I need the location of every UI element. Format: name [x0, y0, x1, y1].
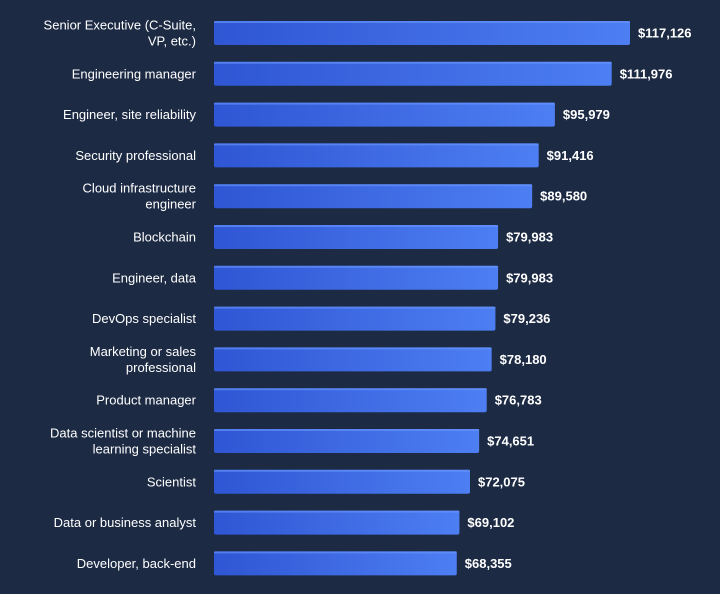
- bar-10: [214, 429, 480, 453]
- bar-highlight-0: [214, 21, 630, 23]
- category-label-3: Security professional: [75, 148, 196, 163]
- bar-highlight-9: [214, 388, 487, 391]
- category-label-1: Engineering manager: [72, 66, 197, 81]
- value-label-7: $79,236: [503, 311, 550, 326]
- category-label-12: Data or business analyst: [54, 515, 197, 530]
- bar-13: [214, 551, 457, 576]
- value-label-8: $78,180: [500, 352, 547, 367]
- category-label-0: Senior Executive (C-Suite, VP, etc.): [44, 18, 196, 49]
- category-label-11: Scientist: [147, 474, 197, 489]
- bar-8: [214, 347, 492, 372]
- value-label-1: $111,976: [620, 66, 673, 81]
- bar-3: [214, 143, 539, 168]
- value-label-9: $76,783: [495, 393, 542, 408]
- value-label-6: $79,983: [506, 270, 553, 285]
- category-label-8: Marketing or sales professional: [90, 344, 197, 375]
- bar-1: [214, 61, 612, 86]
- category-label-2: Engineer, site reliability: [63, 107, 196, 122]
- bar-highlight-11: [214, 469, 470, 472]
- category-label-7: DevOps specialist: [92, 311, 196, 326]
- value-label-3: $91,416: [547, 148, 594, 163]
- bar-highlight-13: [214, 551, 457, 554]
- bar-5: [214, 225, 499, 249]
- value-label-11: $72,075: [478, 474, 525, 489]
- category-label-4: Cloud infrastructure engineer: [83, 181, 197, 212]
- value-label-10: $74,651: [487, 434, 534, 449]
- category-label-9: Product manager: [96, 393, 196, 408]
- bar-12: [214, 510, 460, 535]
- value-label-12: $69,102: [467, 515, 514, 530]
- value-label-5: $79,983: [506, 230, 553, 245]
- bar-highlight-8: [214, 347, 492, 350]
- value-label-0: $117,126: [638, 26, 692, 41]
- bar-4: [214, 184, 533, 209]
- bar-highlight-7: [214, 306, 496, 309]
- bar-highlight-12: [214, 510, 460, 513]
- bar-0: [214, 21, 630, 45]
- bar-9: [214, 388, 487, 413]
- value-label-2: $95,979: [563, 107, 610, 122]
- bar-6: [214, 265, 499, 290]
- category-label-6: Engineer, data: [112, 270, 197, 285]
- bars-layer: [214, 21, 630, 576]
- category-label-5: Blockchain: [133, 230, 196, 245]
- category-labels-layer: Senior Executive (C-Suite, VP, etc.) Engin…: [44, 18, 197, 571]
- bar-highlight-6: [214, 265, 499, 268]
- bar-2: [214, 102, 555, 127]
- bar-highlight-1: [214, 61, 612, 64]
- bar-highlight-5: [214, 225, 499, 227]
- bar-highlight-2: [214, 102, 555, 105]
- value-label-4: $89,580: [540, 189, 587, 204]
- value-label-13: $68,355: [465, 556, 512, 571]
- bar-highlight-10: [214, 429, 480, 431]
- value-labels-layer: $117,126 $111,976 $95,979 $91,416 $89,580 $79…: [465, 26, 692, 571]
- category-label-13: Developer, back-end: [77, 556, 196, 571]
- category-label-10: Data scientist or machine learning specia…: [50, 426, 196, 457]
- bar-highlight-3: [214, 143, 539, 146]
- bar-highlight-4: [214, 184, 533, 187]
- bar-7: [214, 306, 496, 331]
- bar-11: [214, 469, 470, 494]
